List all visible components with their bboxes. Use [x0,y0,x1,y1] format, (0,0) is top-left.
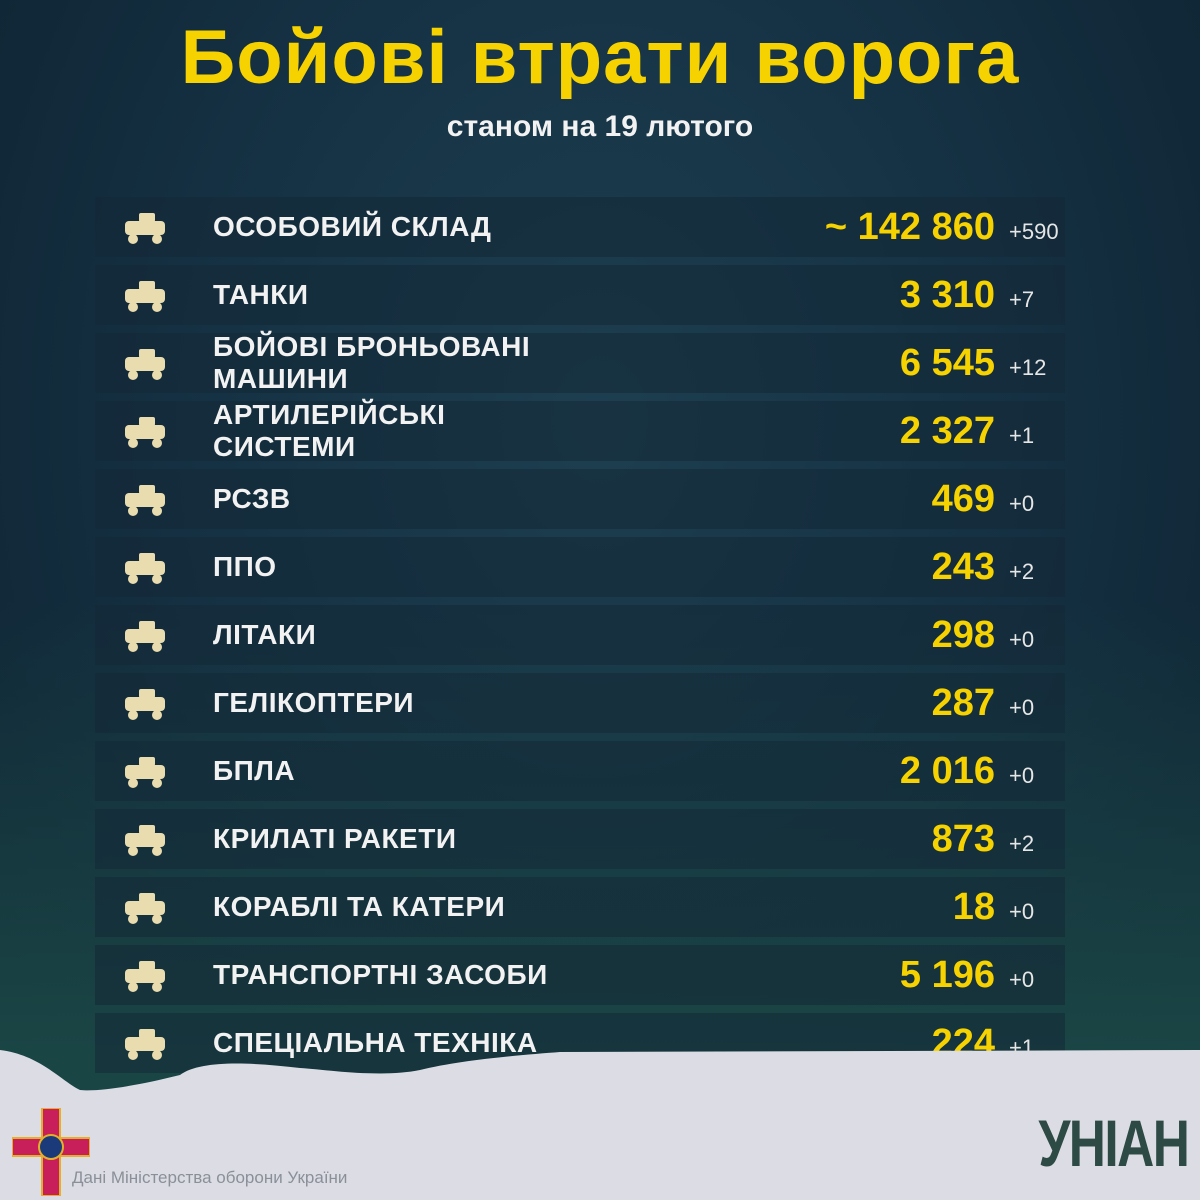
loss-row: ГЕЛІКОПТЕРИ 287 +0 [95,669,1065,737]
daily-delta: +0 [1009,695,1035,720]
helicopter-icon [95,673,195,733]
daily-delta: +0 [1009,491,1035,516]
loss-row: ОСОБОВИЙ СКЛАД ~ 142 860 +590 [95,193,1065,261]
total-value: 18 [952,885,995,928]
total-value: 873 [931,817,995,860]
total-value: 243 [931,545,995,588]
total-value: 5 196 [899,953,995,996]
total-value: 287 [931,681,995,724]
loss-row: ТАНКИ 3 310 +7 [95,261,1065,329]
ministry-emblem-icon [12,1108,90,1196]
loss-row: БОЙОВІ БРОНЬОВАНІ МАШИНИ 6 545 +12 [95,329,1065,397]
loss-row: КРИЛАТІ РАКЕТИ 873 +2 [95,805,1065,873]
artillery-icon [95,401,195,461]
daily-delta: +0 [1009,627,1035,652]
category-label: СПЕЦІАЛЬНА ТЕХНІКА [213,1027,538,1058]
soldier-icon [95,197,195,257]
unian-logo: УНІАН [1037,1106,1190,1180]
loss-row: КОРАБЛІ ТА КАТЕРИ 18 +0 [95,873,1065,941]
total-value: 3 310 [899,273,995,316]
category-label: АРТИЛЕРІЙСЬКІ СИСТЕМИ [213,399,446,462]
tank-icon [95,265,195,325]
category-label: БПЛА [213,755,296,786]
category-label: КРИЛАТІ РАКЕТИ [213,823,457,854]
ship-icon [95,877,195,937]
air-defense-icon [95,537,195,597]
loss-row: АРТИЛЕРІЙСЬКІ СИСТЕМИ 2 327 +1 [95,397,1065,465]
daily-delta: +2 [1009,559,1035,584]
jet-icon [95,605,195,665]
losses-list: ОСОБОВИЙ СКЛАД ~ 142 860 +590 ТАНКИ 3 31… [95,193,1065,1077]
total-value: ~ 142 860 [824,205,995,248]
total-value: 2 327 [899,409,995,452]
snow-decoration [0,1050,1200,1200]
category-label: ППО [213,551,277,582]
category-label: БОЙОВІ БРОНЬОВАНІ МАШИНИ [213,331,531,394]
daily-delta: +590 [1009,219,1059,244]
truck-icon [95,945,195,1005]
total-value: 2 016 [899,749,995,792]
loss-row: СПЕЦІАЛЬНА ТЕХНІКА 224 +1 [95,1009,1065,1077]
daily-delta: +0 [1009,899,1035,924]
category-label: РСЗВ [213,483,291,514]
armored-vehicle-icon [95,333,195,393]
page-subtitle: станом на 19 лютого [446,110,754,143]
category-label: ТАНКИ [213,279,309,310]
category-label: КОРАБЛІ ТА КАТЕРИ [213,891,506,922]
loss-row: ЛІТАКИ 298 +0 [95,601,1065,669]
excavator-icon [95,1013,195,1073]
category-label: ОСОБОВИЙ СКЛАД [213,211,492,242]
daily-delta: +2 [1009,831,1035,856]
total-value: 298 [931,613,995,656]
mlrs-icon [95,469,195,529]
category-label: ТРАНСПОРТНІ ЗАСОБИ [213,959,548,990]
total-value: 469 [931,477,995,520]
page-title: Бойові втрати ворога [180,15,1020,100]
total-value: 6 545 [899,341,995,384]
daily-delta: +0 [1009,763,1035,788]
daily-delta: +12 [1009,355,1047,380]
missile-icon [95,809,195,869]
daily-delta: +1 [1009,423,1035,448]
source-caption: Дані Міністерства оборони України [72,1168,348,1187]
daily-delta: +7 [1009,287,1035,312]
category-label: ЛІТАКИ [213,619,317,650]
daily-delta: +0 [1009,967,1035,992]
drone-icon [95,741,195,801]
category-label: ГЕЛІКОПТЕРИ [213,687,415,718]
loss-row: ППО 243 +2 [95,533,1065,601]
loss-row: РСЗВ 469 +0 [95,465,1065,533]
loss-row: БПЛА 2 016 +0 [95,737,1065,805]
loss-row: ТРАНСПОРТНІ ЗАСОБИ 5 196 +0 [95,941,1065,1009]
